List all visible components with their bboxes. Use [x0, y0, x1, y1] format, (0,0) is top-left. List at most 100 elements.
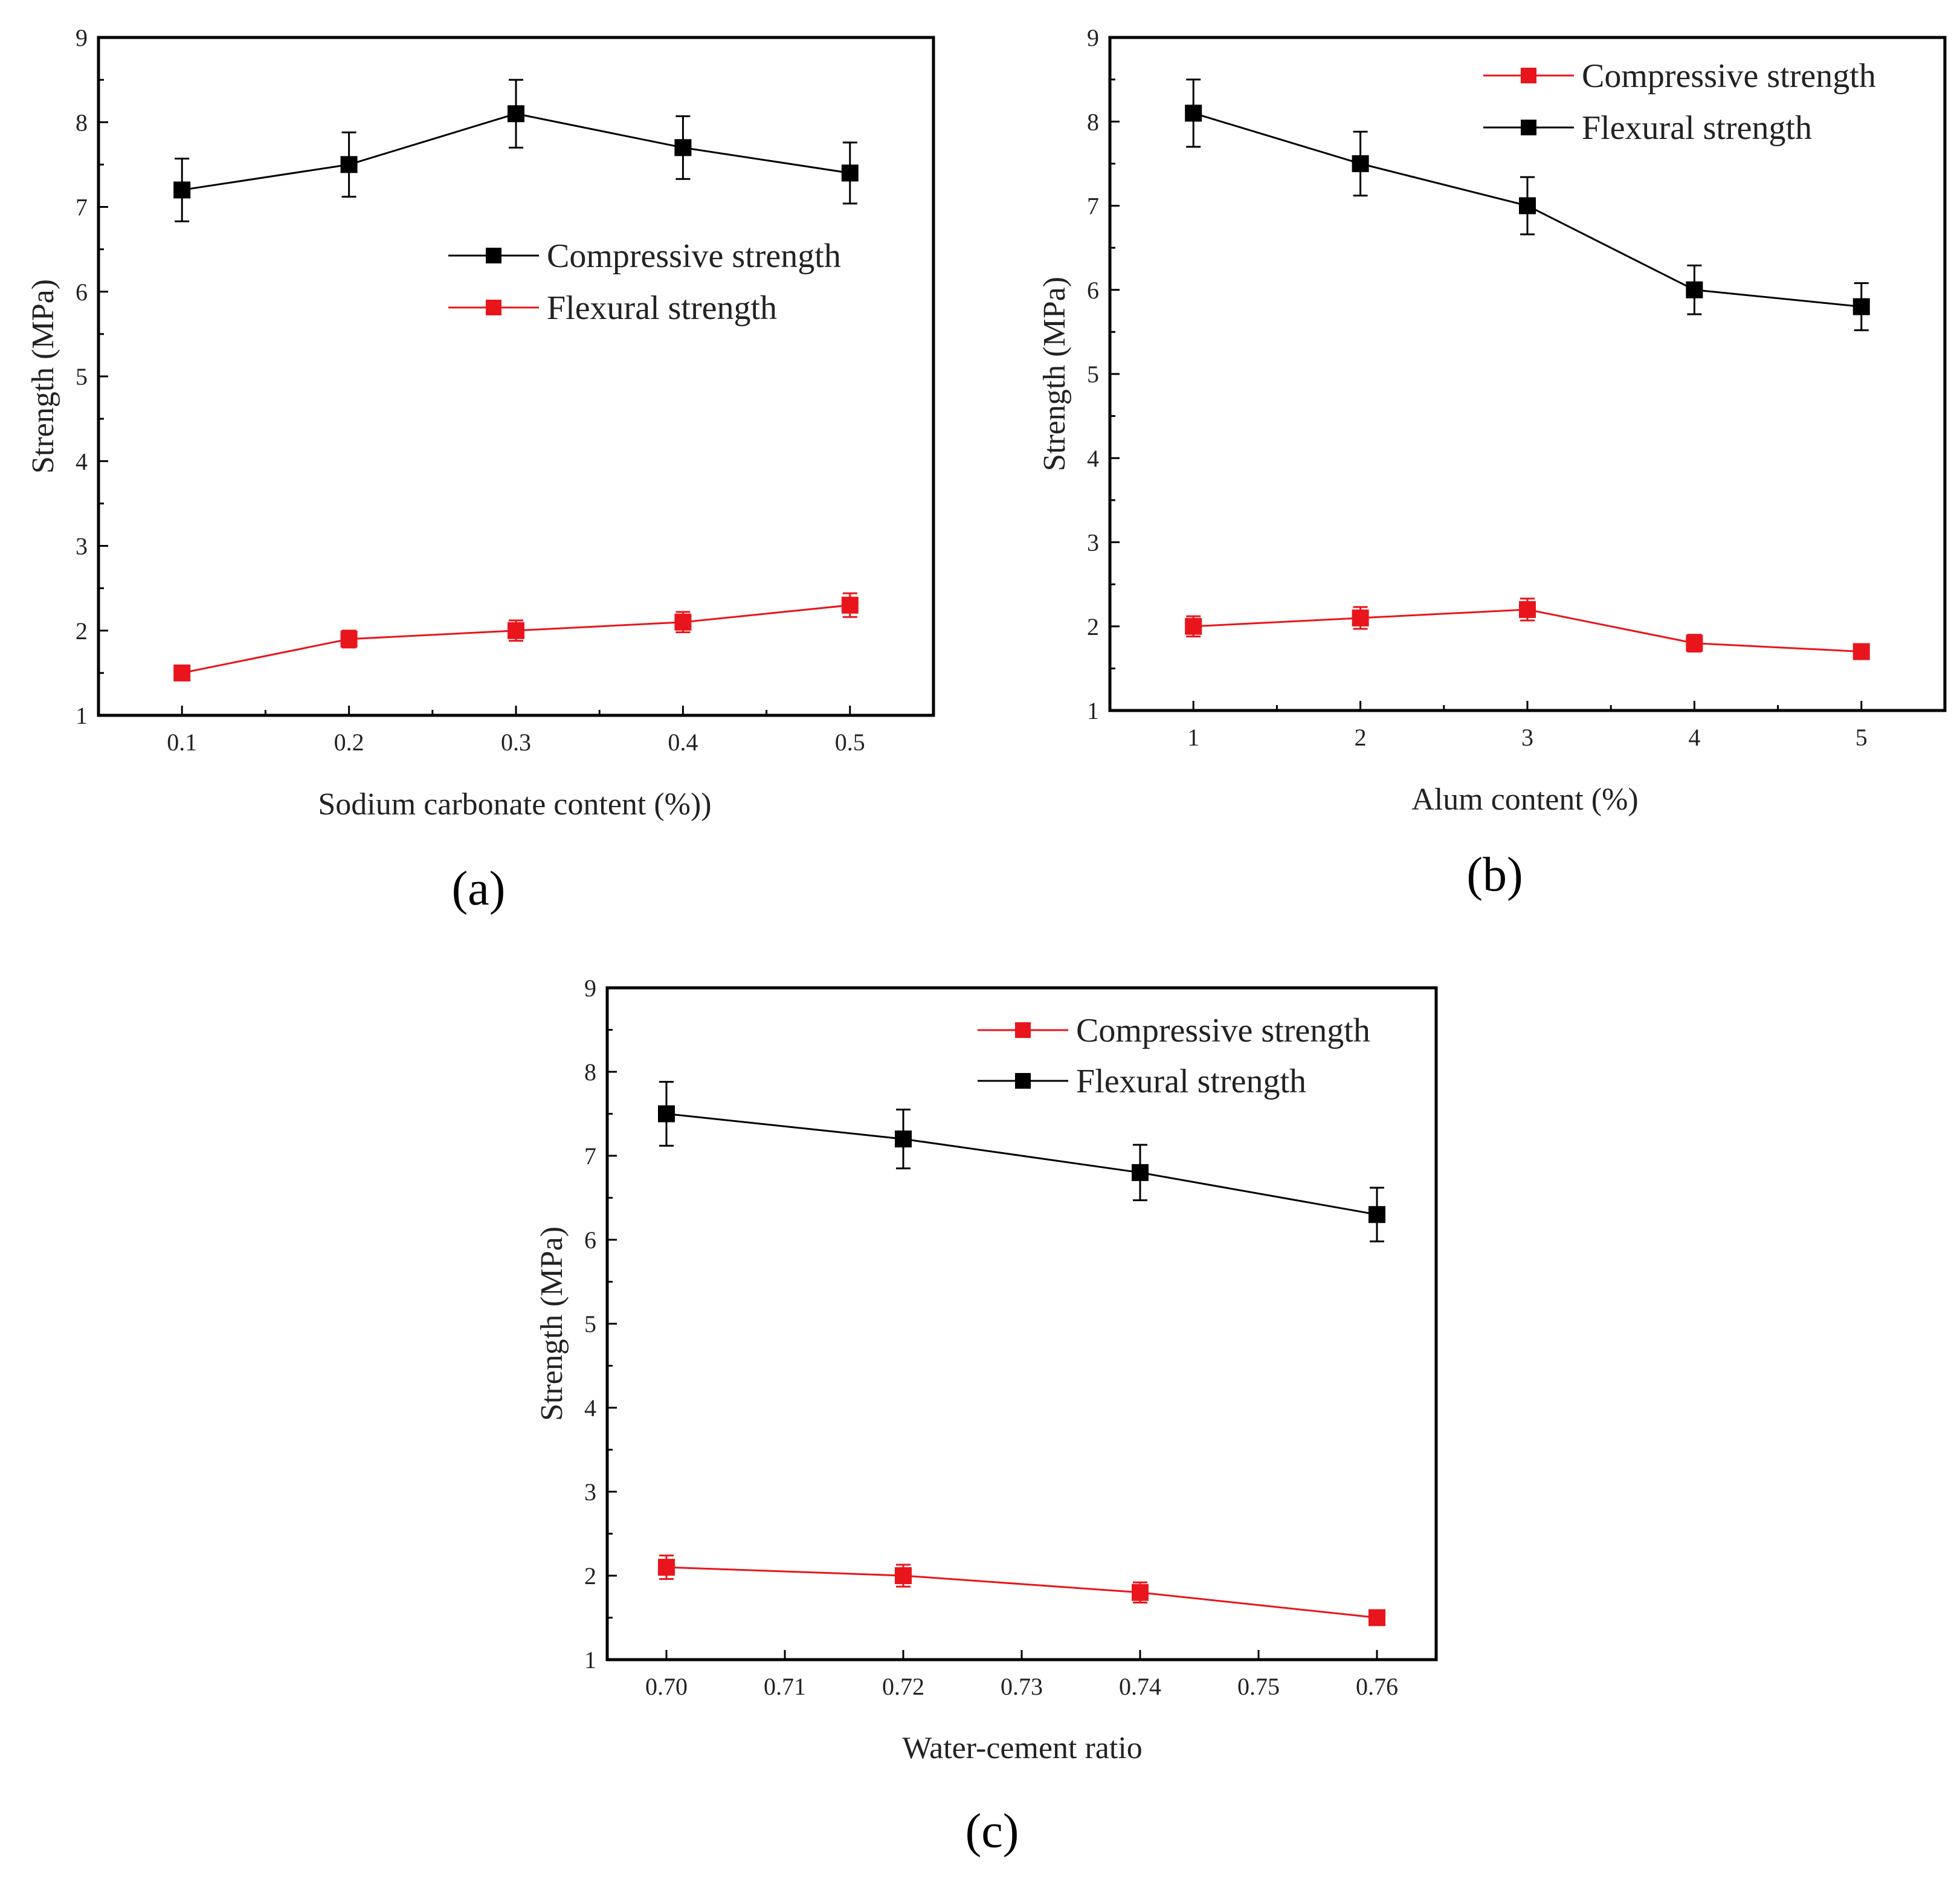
y-tick-label: 8 — [584, 1058, 596, 1086]
data-point-compressive-strength — [658, 1559, 675, 1576]
legend-label-compressive-c: Compressive strength — [1076, 1012, 1370, 1049]
x-tick-label: 1 — [1187, 724, 1199, 751]
x-tick-label: 0.72 — [882, 1673, 924, 1700]
y-tick-label: 7 — [76, 194, 88, 221]
legend-marker-flexural-strength-c — [1015, 1073, 1031, 1089]
data-point-flexural-strength — [508, 622, 524, 639]
data-point-flexural-strength — [674, 613, 692, 631]
legend-entry-compressive-a: Compressive strength — [448, 237, 841, 275]
data-point-flexural-strength — [1185, 105, 1202, 122]
x-tick-label: 0.73 — [1001, 1673, 1043, 1700]
data-point-compressive-strength — [1686, 634, 1703, 652]
legend-marker-compressive-strength-a — [486, 248, 501, 263]
panel-a: 1 2 3 4 5 6 7 8 9 0.1 0.2 0.3 0.4 0.5 Compressive st… — [26, 24, 935, 915]
series-layer-a — [173, 79, 859, 682]
x-axis-b: 1 2 3 4 5 — [1187, 701, 1868, 751]
panel-c: 1 2 3 4 5 6 7 8 9 0.70 0.71 0.72 0.73 0.74 0.75 0.76 C… — [535, 975, 1438, 1858]
x-tick-label: 0.4 — [668, 729, 698, 756]
legend-marker-compressive-strength-c — [1015, 1022, 1031, 1038]
legend-label-flexural-a: Flexural strength — [547, 289, 777, 327]
x-axis-label-c: Water-cement ratio — [902, 1731, 1143, 1765]
data-point-compressive-strength — [895, 1567, 912, 1584]
legend-label-compressive-b: Compressive strength — [1582, 57, 1876, 95]
data-point-compressive-strength — [1368, 1609, 1385, 1626]
y-tick-label: 2 — [76, 617, 88, 645]
x-tick-label: 0.71 — [764, 1673, 806, 1700]
data-point-flexural-strength — [658, 1105, 675, 1123]
x-axis-a: 0.1 0.2 0.3 0.4 0.5 — [167, 706, 865, 756]
x-tick-label: 0.1 — [167, 729, 197, 756]
y-tick-label: 4 — [76, 448, 88, 475]
legend-marker-flexural-strength-a — [486, 300, 501, 315]
y-tick-label: 5 — [584, 1310, 596, 1338]
legend-entry-flexural-b: Flexural strength — [1483, 109, 1812, 147]
x-tick-label: 0.75 — [1237, 1673, 1280, 1700]
data-point-flexural-strength — [1686, 281, 1703, 298]
y-axis-label-a: Strength (MPa) — [26, 279, 60, 474]
y-tick-label: 7 — [1087, 193, 1099, 220]
data-point-flexural-strength — [895, 1130, 912, 1148]
x-tick-label: 0.74 — [1119, 1673, 1161, 1700]
x-axis-label-b: Alum content (%) — [1411, 782, 1638, 817]
data-point-compressive-strength — [674, 139, 692, 156]
data-point-flexural-strength — [1132, 1164, 1149, 1181]
legend-c: Compressive strength Flexural strength — [978, 1012, 1370, 1100]
data-point-compressive-strength — [841, 164, 859, 182]
legend-b: Compressive strength Flexural strength — [1483, 57, 1876, 147]
data-point-flexural-strength — [1368, 1206, 1385, 1223]
y-axis-label-b: Strength (MPa) — [1037, 277, 1072, 471]
data-point-compressive-strength — [1132, 1584, 1149, 1601]
legend-label-flexural-b: Flexural strength — [1582, 109, 1812, 147]
y-tick-label: 8 — [1087, 108, 1099, 135]
y-tick-label: 2 — [1087, 613, 1099, 640]
x-tick-label: 3 — [1521, 724, 1533, 751]
y-axis-label-c: Strength (MPa) — [535, 1226, 569, 1421]
y-tick-label: 9 — [76, 24, 88, 51]
x-tick-label: 0.3 — [501, 729, 531, 756]
legend-entry-flexural-a: Flexural strength — [448, 289, 777, 327]
y-tick-label: 6 — [76, 279, 88, 306]
x-tick-label: 2 — [1355, 724, 1367, 751]
y-tick-label: 5 — [76, 363, 88, 390]
series-line-flexural-strength-c — [666, 1113, 1378, 1216]
data-point-compressive-strength — [1519, 601, 1536, 618]
data-point-compressive-strength — [1185, 617, 1202, 635]
y-tick-label: 2 — [584, 1562, 596, 1590]
data-point-flexural-strength — [841, 596, 859, 614]
data-point-compressive-strength — [340, 156, 358, 173]
legend-entry-compressive-c: Compressive strength — [978, 1012, 1370, 1049]
legend-label-compressive-a: Compressive strength — [547, 237, 841, 275]
data-point-compressive-strength — [173, 181, 191, 199]
panel-label-a: (a) — [452, 862, 506, 915]
data-point-flexural-strength — [1519, 197, 1536, 214]
y-axis-a: 1 2 3 4 5 6 7 8 9 — [76, 24, 108, 729]
y-axis-c: 1 2 3 4 5 6 7 8 9 — [584, 975, 617, 1674]
x-axis-c: 0.70 0.71 0.72 0.73 0.74 0.75 0.76 — [645, 1650, 1398, 1700]
y-tick-label: 1 — [584, 1646, 596, 1674]
y-tick-label: 1 — [1087, 697, 1099, 724]
y-tick-label: 3 — [1087, 529, 1099, 556]
y-axis-b: 1 2 3 4 5 6 7 8 9 — [1087, 24, 1120, 724]
panel-label-b: (b) — [1466, 848, 1523, 901]
series-layer-b — [1185, 79, 1870, 660]
data-point-flexural-strength — [340, 630, 358, 648]
series-line-compressive-strength-c — [666, 1566, 1378, 1619]
y-tick-label: 9 — [584, 975, 596, 1002]
legend-a: Compressive strength Flexural strength — [448, 237, 841, 327]
y-tick-label: 6 — [584, 1226, 596, 1254]
x-tick-label: 4 — [1688, 724, 1700, 751]
legend-entry-compressive-b: Compressive strength — [1483, 57, 1876, 95]
x-tick-label: 5 — [1855, 724, 1868, 751]
y-tick-label: 9 — [1087, 24, 1099, 51]
data-point-compressive-strength — [1852, 643, 1870, 660]
y-tick-label: 7 — [584, 1142, 596, 1170]
y-tick-label: 5 — [1087, 361, 1099, 388]
x-tick-label: 0.76 — [1356, 1673, 1398, 1700]
y-tick-label: 1 — [76, 702, 88, 729]
y-tick-label: 8 — [76, 109, 88, 136]
y-tick-label: 6 — [1087, 277, 1099, 304]
series-layer-c — [658, 1081, 1385, 1626]
legend-marker-flexural-strength-b — [1521, 120, 1536, 135]
data-point-compressive-strength — [1352, 609, 1369, 627]
